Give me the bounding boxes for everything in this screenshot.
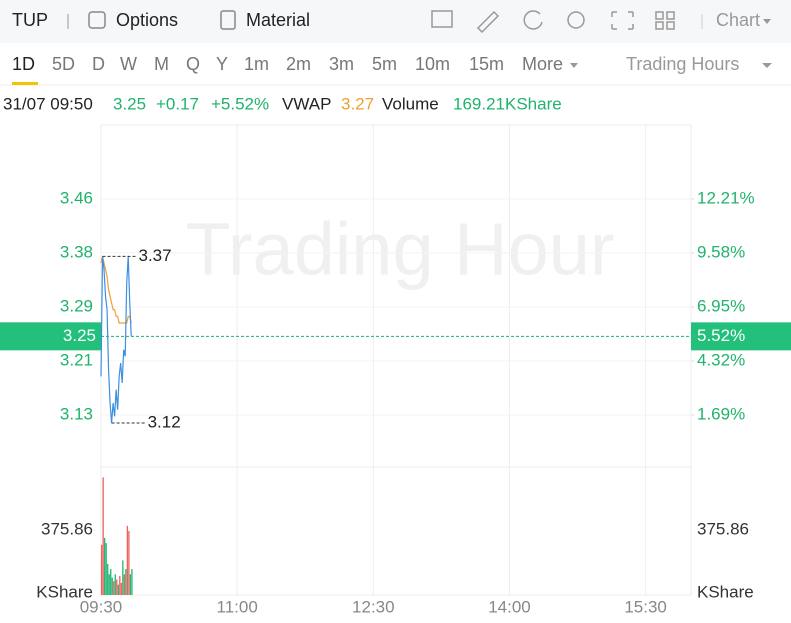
material-icon[interactable] [220, 10, 236, 30]
tab[interactable]: 5D [52, 54, 75, 74]
volume-bar [117, 584, 119, 595]
x-tick-label: 14:00 [488, 597, 531, 616]
volume-bar [122, 560, 124, 595]
quote-change: +0.17 [156, 94, 199, 113]
y-tick-label: 3.38 [60, 242, 93, 261]
dropdown-arrow [763, 19, 771, 24]
tool-icons [431, 10, 675, 34]
y-tick-label: 3.46 [60, 188, 93, 207]
volume-bar [123, 574, 125, 595]
volume-bar [104, 537, 106, 595]
volume-bar [105, 543, 107, 595]
low-label: 3.12 [148, 412, 181, 431]
volume-bar [125, 569, 127, 595]
quote-volume-label: Volume [382, 94, 439, 113]
x-tick-label: 09:30 [80, 597, 123, 616]
session-select[interactable]: Trading Hours [626, 54, 739, 74]
quote-change-pct: +5.52% [211, 94, 269, 113]
draw-icon[interactable] [476, 10, 500, 34]
volume-bar [116, 579, 118, 595]
volume-bar [128, 531, 130, 595]
material[interactable]: Material [246, 10, 310, 30]
tab-underline [12, 82, 38, 85]
x-tick-label: 12:30 [352, 597, 395, 616]
volume-bar [102, 477, 104, 595]
tab[interactable]: 5m [372, 54, 397, 74]
volume-bar [107, 563, 109, 595]
current-pct: 5.52% [697, 326, 745, 345]
settings-icon[interactable] [567, 11, 585, 29]
y-tick-label: 3.21 [60, 350, 93, 369]
tab[interactable]: 15m [469, 54, 504, 74]
y2-tick-label: 9.58% [697, 242, 745, 261]
volume-tick-label: 375.86 [41, 519, 93, 538]
watermark: Trading Hour [185, 208, 614, 291]
tab[interactable]: More [522, 54, 563, 74]
chart: Trading Hour 09:30 11:00 12:30 14:00 15:30 3.4… [0, 124, 791, 616]
plot-border [100, 124, 692, 596]
refresh-icon[interactable] [523, 10, 543, 30]
volume-bar [120, 582, 122, 595]
volume-tick-label: 375.86 [697, 519, 749, 538]
y2-tick-label: 4.32% [697, 350, 745, 369]
tab[interactable]: W [120, 54, 137, 74]
dropdown-arrow [570, 63, 578, 68]
tab[interactable]: 1D [12, 54, 35, 74]
y-tick-label: 3.13 [60, 404, 93, 423]
quote-time: 31/07 09:50 [3, 94, 93, 113]
tabs: 1D 5D D W M Q Y 1m 2m 3m 5m 10m 15m More [12, 54, 578, 85]
tab[interactable]: 1m [244, 54, 269, 74]
options[interactable]: Options [116, 10, 178, 30]
layout-icon[interactable] [655, 11, 664, 20]
tab[interactable]: 3m [329, 54, 354, 74]
tab[interactable]: 10m [415, 54, 450, 74]
options-icon[interactable] [88, 11, 106, 29]
volume-bar [113, 581, 115, 595]
volume-bar [110, 569, 112, 595]
y2-tick-label: 1.69% [697, 405, 745, 424]
indicator-icon[interactable] [431, 10, 453, 28]
high-label: 3.37 [139, 246, 172, 265]
volume-unit: KShare [697, 582, 754, 601]
dropdown-arrow [762, 63, 772, 68]
tab[interactable]: Y [216, 54, 228, 74]
volume-bar [111, 577, 113, 595]
volume-unit: KShare [36, 582, 93, 601]
quote-vwap-label: VWAP [282, 94, 331, 113]
quote-line: 31/07 09:50 3.25 +0.17 +5.52% VWAP 3.27 Volume… [3, 94, 562, 113]
volume-bar [108, 574, 110, 595]
price-line [100, 256, 132, 424]
volume-bar [129, 574, 132, 595]
current-price-box [0, 322, 101, 351]
quote-price: 3.25 [113, 94, 146, 113]
y2-tick-label: 6.95% [697, 296, 745, 315]
quote-vwap: 3.27 [341, 94, 374, 113]
y2-tick-label: 12.21% [697, 188, 755, 207]
x-tick-label: 11:00 [217, 597, 258, 616]
volume-bar [131, 569, 133, 595]
volume-bar [119, 575, 121, 595]
y-tick-label: 3.29 [60, 296, 93, 315]
volume-bar [101, 544, 103, 595]
tab[interactable]: M [154, 54, 169, 74]
x-tick-label: 15:30 [624, 597, 667, 616]
chart-menu[interactable]: Chart [716, 10, 760, 30]
tab[interactable]: Q [186, 54, 200, 74]
symbol[interactable]: TUP [12, 10, 48, 30]
fullscreen-icon[interactable] [611, 11, 634, 30]
volume-bar [114, 574, 116, 595]
quote-volume: 169.21KShare [453, 94, 562, 113]
tab[interactable]: 2m [286, 54, 311, 74]
tab[interactable]: D [92, 54, 105, 74]
current-price: 3.25 [63, 326, 96, 345]
current-pct-box [691, 322, 791, 351]
volume-bar [126, 525, 129, 595]
